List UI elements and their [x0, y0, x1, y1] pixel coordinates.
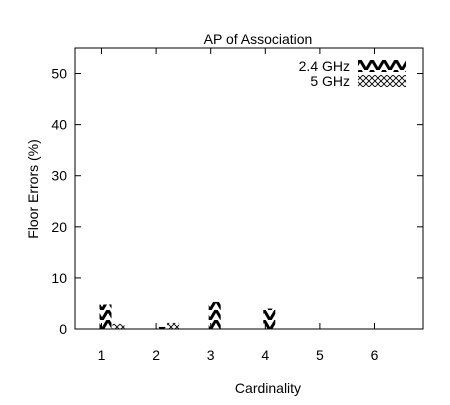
chart-title: AP of Association — [204, 31, 313, 47]
legend-label: 2.4 GHz — [299, 58, 350, 74]
legend-label: 5 GHz — [310, 73, 350, 89]
bar-ghz24 — [154, 326, 167, 329]
plot-frame — [74, 47, 424, 330]
y-axis-label: Floor Errors (%) — [25, 139, 41, 239]
y-tick-label: 30 — [51, 168, 67, 184]
x-axis-label: Cardinality — [235, 380, 301, 396]
legend-swatch — [358, 75, 406, 87]
x-tick-label: 2 — [152, 347, 160, 363]
x-tick-label: 6 — [371, 347, 379, 363]
bar-ghz5 — [167, 322, 180, 329]
bar-ghz5 — [112, 323, 125, 329]
y-tick-label: 20 — [51, 219, 67, 235]
y-tick-label: 50 — [51, 66, 67, 82]
y-tick-label: 40 — [51, 117, 67, 133]
x-tick-label: 4 — [261, 347, 269, 363]
legend-swatch — [358, 60, 406, 72]
y-tick-label: 0 — [59, 321, 67, 337]
x-tick-label: 1 — [98, 347, 106, 363]
x-axis-ticks: 1 2 3 4 5 6 — [98, 48, 379, 363]
bar-ghz24 — [208, 301, 221, 329]
bars-group — [99, 301, 276, 329]
y-axis-ticks: 0 10 20 30 40 50 — [51, 66, 423, 337]
x-tick-label: 3 — [207, 347, 215, 363]
x-tick-label: 5 — [316, 347, 324, 363]
y-tick-label: 10 — [51, 270, 67, 286]
bar-ghz24 — [263, 308, 276, 329]
bar-ghz24 — [99, 304, 112, 329]
